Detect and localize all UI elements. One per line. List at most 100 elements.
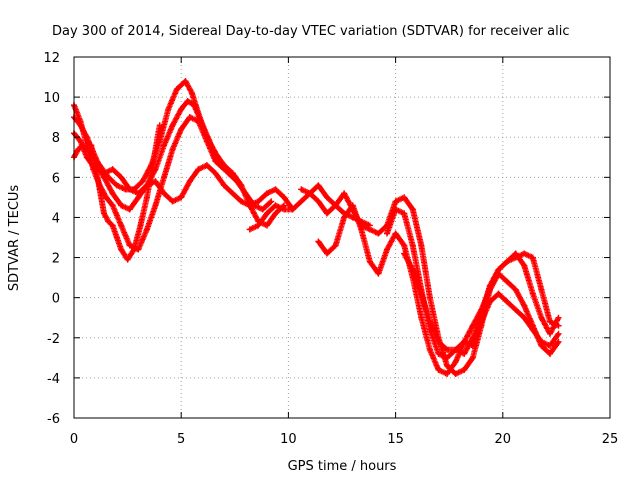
- y-tick-label: 10: [43, 91, 60, 106]
- x-tick-label: 5: [177, 432, 185, 447]
- data-point: [289, 206, 296, 213]
- data-point: [103, 194, 110, 201]
- data-point: [178, 194, 185, 201]
- data-point: [435, 350, 442, 357]
- data-point: [118, 202, 125, 209]
- chart-title: Day 300 of 2014, Sidereal Day-to-day VTE…: [52, 24, 569, 39]
- data-point: [92, 162, 99, 169]
- data-point: [469, 334, 476, 341]
- data-point: [332, 242, 339, 249]
- data-point: [538, 314, 545, 321]
- data-point: [521, 250, 528, 257]
- data-point: [105, 218, 112, 225]
- data-point: [306, 190, 313, 197]
- data-point: [263, 222, 270, 229]
- data-point: [323, 250, 330, 257]
- data-point: [186, 114, 193, 121]
- x-tick-label: 10: [280, 432, 297, 447]
- data-point: [469, 354, 476, 361]
- data-point: [195, 166, 202, 173]
- data-point: [165, 106, 172, 113]
- data-point: [392, 198, 399, 205]
- x-tick-label: 0: [70, 432, 78, 447]
- data-point: [444, 362, 451, 369]
- data-point: [255, 198, 262, 205]
- data-point: [529, 254, 536, 261]
- data-point: [486, 282, 493, 289]
- data-point: [392, 206, 399, 213]
- data-point: [124, 256, 131, 263]
- data-point: [401, 210, 408, 217]
- data-point: [461, 338, 468, 345]
- data-point: [341, 214, 348, 221]
- data-point: [109, 202, 116, 209]
- data-point: [105, 174, 112, 181]
- data-point: [268, 198, 275, 205]
- data-point: [135, 190, 142, 197]
- data-point: [109, 190, 116, 197]
- data-point: [504, 258, 511, 265]
- data-point: [426, 346, 433, 353]
- series-track-10: [401, 250, 562, 357]
- data-point: [323, 210, 330, 217]
- data-point: [521, 302, 528, 309]
- data-point: [186, 178, 193, 185]
- data-point: [152, 202, 159, 209]
- data-point: [512, 286, 519, 293]
- data-point: [143, 194, 150, 201]
- data-point: [409, 206, 416, 213]
- data-point: [184, 98, 191, 105]
- y-tick-label: -4: [47, 372, 60, 387]
- data-point: [555, 338, 562, 345]
- data-point: [113, 234, 120, 241]
- data-point: [401, 242, 408, 249]
- data-point: [401, 250, 408, 257]
- data-point: [212, 170, 219, 177]
- data-point: [366, 226, 373, 233]
- data-point: [418, 242, 425, 249]
- data-point: [212, 158, 219, 165]
- data-point: [259, 206, 266, 213]
- data-point: [139, 178, 146, 185]
- data-point: [203, 138, 210, 145]
- data-point: [272, 202, 279, 209]
- data-point: [392, 230, 399, 237]
- data-point: [263, 210, 270, 217]
- y-tick-label: 0: [52, 292, 60, 307]
- data-point: [444, 370, 451, 377]
- x-tick-label: 15: [387, 432, 404, 447]
- data-point: [88, 142, 95, 149]
- data-point: [504, 298, 511, 305]
- data-point: [109, 166, 116, 173]
- data-point: [221, 182, 228, 189]
- data-point: [495, 266, 502, 273]
- data-point: [152, 178, 159, 185]
- data-point: [281, 194, 288, 201]
- y-tick-label: -6: [47, 412, 60, 427]
- data-point: [384, 246, 391, 253]
- data-point: [315, 182, 322, 189]
- data-point: [332, 202, 339, 209]
- data-point: [188, 90, 195, 97]
- data-point: [409, 242, 416, 249]
- data-point: [298, 198, 305, 205]
- data-point: [418, 290, 425, 297]
- data-point: [555, 314, 562, 321]
- data-point: [229, 190, 236, 197]
- data-point: [242, 190, 249, 197]
- data-point: [251, 202, 258, 209]
- data-point: [546, 330, 553, 337]
- data-point: [426, 318, 433, 325]
- data-point: [512, 250, 519, 257]
- data-point: [143, 226, 150, 233]
- data-point: [150, 158, 157, 165]
- x-tick-label: 25: [602, 432, 619, 447]
- data-point: [529, 290, 536, 297]
- y-tick-label: 4: [52, 211, 60, 226]
- y-tick-label: 8: [52, 131, 60, 146]
- data-point: [101, 210, 108, 217]
- data-point: [126, 242, 133, 249]
- data-point: [118, 174, 125, 181]
- data-point: [118, 246, 125, 253]
